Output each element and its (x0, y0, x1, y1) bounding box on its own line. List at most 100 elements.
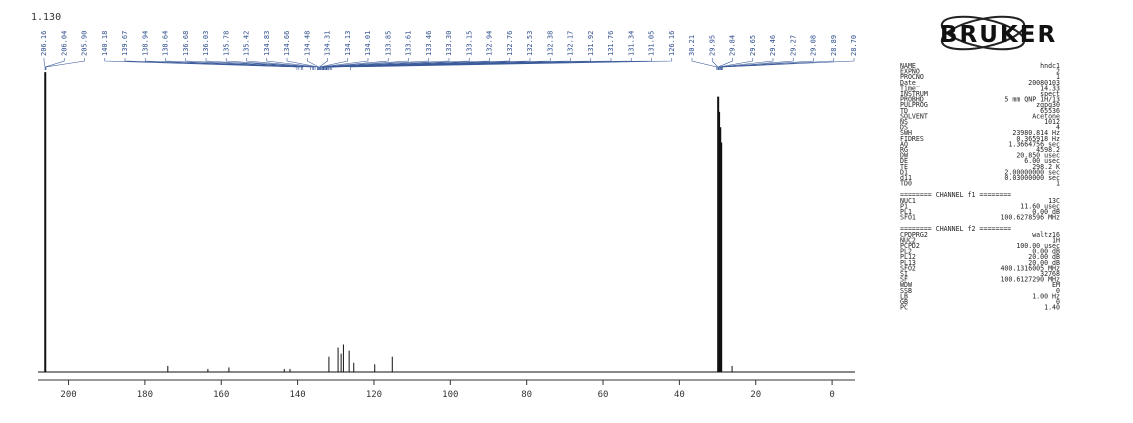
peak-leader (331, 58, 652, 70)
peak-label: 131.34 (627, 31, 635, 56)
param-value: 100.6278596 MHz (1000, 214, 1060, 222)
param-value: 0 (1056, 298, 1060, 306)
param-key: CPDPRG2 (900, 231, 928, 239)
param-key: RG (900, 146, 908, 154)
param-value: 4598.2 (1036, 146, 1060, 154)
peak-label: 133.85 (384, 31, 392, 56)
peak-label: 138.94 (141, 31, 149, 56)
peak-leader (45, 58, 65, 70)
x-axis-ticks: 200 180 160 140 120 100 80 60 40 20 0 (60, 380, 835, 400)
param-key: INSTRUM (900, 90, 928, 98)
param-value: waltz16 (1032, 231, 1060, 239)
param-value: 4 (1056, 124, 1060, 132)
peak-label: 133.15 (465, 31, 473, 56)
peak-leader (718, 58, 754, 70)
peak-leader (205, 58, 314, 70)
x-tick-label: 0 (829, 390, 834, 400)
peak-label: 132.38 (546, 31, 554, 56)
peak-leader (319, 58, 349, 70)
peak-leader (124, 58, 300, 70)
channel-f2-title: ======== CHANNEL f2 ======== (900, 225, 1011, 233)
param-value: 1.40 (1044, 304, 1060, 312)
param-value: 13C (1048, 197, 1060, 205)
x-tick-label: 180 (137, 390, 153, 400)
peak-label: 134.83 (263, 31, 271, 56)
param-key: EXPNO (900, 68, 920, 76)
peak-label: 134.13 (344, 31, 352, 56)
peak-label-group: 206.16 206.04 205.90 140.18 139.67 138.94 138.… (40, 31, 858, 56)
param-key: Date_ (900, 79, 920, 87)
param-key: Time (900, 84, 916, 92)
peak-label: 30.21 (688, 35, 696, 56)
x-tick-label: 140 (289, 390, 305, 400)
param-value: zgpg30 (1036, 101, 1060, 109)
param-value: hndc1 (1040, 62, 1060, 70)
x-tick-label: 20 (750, 390, 761, 400)
x-tick-label: 40 (674, 390, 685, 400)
param-value: 32768 (1040, 270, 1060, 278)
peak-leader (321, 58, 409, 70)
x-tick-label: 200 (60, 390, 76, 400)
param-value: 23980.814 Hz (1012, 129, 1060, 137)
param-value: 298.2 K (1032, 163, 1060, 171)
param-value: 20.00 dB (1028, 253, 1060, 261)
param-key: SSB (900, 287, 912, 295)
param-value: 6.00 usec (1024, 157, 1060, 165)
peak-leader (104, 58, 298, 70)
param-value: 20.00 dB (1028, 259, 1060, 267)
peak-label: 133.46 (425, 31, 433, 56)
param-value: 0.03000000 sec (1004, 174, 1060, 182)
peak-leader (225, 58, 315, 70)
peak-leader (144, 58, 302, 70)
param-value: 400.1316005 MHz (1000, 264, 1060, 272)
param-key: PULPROG (900, 101, 928, 109)
acquisition-parameters: NAME hndc1 EXPNO 2 PROCNO 1 Date_ 20080103 Time 1… (900, 62, 1060, 312)
param-value: 0.00 dB (1032, 208, 1060, 216)
x-tick-label: 60 (598, 390, 609, 400)
peak-label: 133.30 (445, 31, 453, 56)
peak-leader (720, 58, 814, 70)
brand-name: BRUKER (940, 22, 1057, 48)
peak-label: 131.05 (648, 31, 656, 56)
param-key: DW (900, 152, 908, 160)
param-key: SF (900, 276, 908, 284)
peak-label: 135.78 (222, 31, 230, 56)
peak-label: 206.04 (60, 31, 68, 56)
param-key: LB (900, 292, 908, 300)
param-key: TE (900, 163, 908, 171)
param-value: 2.00000000 sec (1004, 168, 1060, 176)
peak-leader (266, 58, 318, 70)
peak-leader (323, 58, 470, 70)
param-key: DE (900, 157, 908, 165)
param-key: d11 (900, 174, 912, 182)
param-key: NAME (900, 62, 916, 70)
param-value: 20.850 usec (1016, 152, 1060, 160)
param-value: 2 (1056, 68, 1060, 76)
param-key: WDW (900, 281, 912, 289)
param-key: PL13 (900, 259, 916, 267)
param-key: PC (900, 304, 908, 312)
peak-leader (286, 58, 319, 70)
peak-leader (722, 58, 855, 70)
peak-label: 132.76 (506, 31, 514, 56)
x-tick-label: 100 (442, 390, 458, 400)
param-key: PL1 (900, 208, 912, 216)
param-value: 14.33 (1040, 84, 1060, 92)
peak-label: 136.68 (182, 31, 190, 56)
peak-leader-lines (43, 58, 855, 70)
peak-leader (45, 58, 85, 70)
logo-swoosh-top (940, 15, 1026, 51)
param-value: 1.3664756 sec (1008, 140, 1060, 148)
peak-leader (246, 58, 316, 70)
param-value: 0 (1056, 287, 1060, 295)
peak-label: 140.18 (101, 31, 109, 56)
peak-label: 132.94 (486, 31, 494, 56)
peak-label: 206.16 (40, 31, 48, 56)
param-value: 100.00 usec (1016, 242, 1060, 250)
peak-label: 134.66 (283, 31, 291, 56)
param-key: DS (900, 124, 908, 132)
peak-label: 131.76 (607, 31, 615, 56)
peak-leader (350, 58, 673, 70)
